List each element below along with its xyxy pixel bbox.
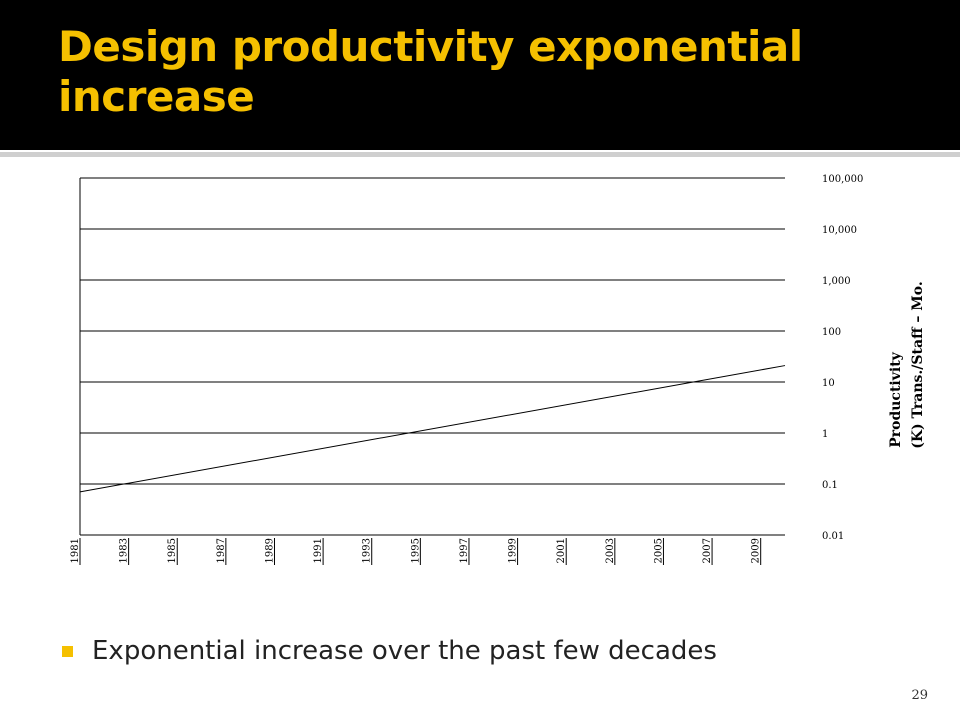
y-tick-label: 0.1 — [822, 480, 838, 491]
bullet-square-icon — [62, 645, 73, 657]
x-axis-tick-labels: 1981 1983 1985 1987 1989 1991 1993 1995 1997 1999… — [70, 538, 762, 565]
y-axis-title-line1: Productivity — [888, 351, 904, 447]
productivity-series-line — [79, 365, 786, 493]
x-tick-label: 2005 — [653, 538, 664, 563]
x-tick-label: 2007 — [702, 538, 713, 563]
x-tick-label: 1993 — [362, 538, 373, 563]
y-axis-tick-labels: 0.01 0.1 1 10 100 1,000 10,000 100,000 — [822, 174, 863, 542]
y-tick-label: 100,000 — [822, 174, 863, 185]
gridlines — [80, 177, 785, 536]
x-tick-label: 2001 — [556, 538, 567, 563]
y-axis-title-line2: (K) Trans./Staff – Mo. — [910, 281, 926, 449]
x-tick-label: 1985 — [167, 538, 178, 563]
x-tick-label: 1981 — [70, 538, 81, 563]
x-tick-label: 1991 — [313, 538, 324, 563]
bullet-text: Exponential increase over the past few d… — [92, 636, 717, 666]
bullet-item: Exponential increase over the past few d… — [62, 636, 717, 666]
x-tick-label: 2009 — [751, 538, 762, 563]
x-tick-label: 1995 — [410, 538, 421, 563]
slide-number: 29 — [911, 688, 928, 703]
y-tick-label: 10 — [822, 378, 835, 389]
y-tick-label: 100 — [822, 327, 841, 338]
y-tick-label: 1 — [822, 429, 828, 440]
x-tick-label: 1987 — [216, 538, 227, 563]
x-tick-label: 1999 — [508, 538, 519, 563]
x-tick-label: 1997 — [459, 538, 470, 563]
y-tick-label: 10,000 — [822, 225, 857, 236]
y-tick-label: 0.01 — [822, 531, 844, 542]
y-tick-label: 1,000 — [822, 276, 851, 287]
productivity-chart: 0.01 0.1 1 10 100 1,000 10,000 100,000 1981 1983… — [70, 174, 926, 565]
x-tick-label: 2003 — [605, 538, 616, 563]
x-tick-label: 1983 — [119, 538, 130, 563]
title-divider — [0, 152, 960, 157]
title-bar — [0, 0, 960, 150]
x-tick-label: 1989 — [264, 538, 275, 563]
slide-title: Design productivity exponential increase — [58, 22, 803, 121]
y-axis-title: Productivity (K) Trans./Staff – Mo. — [888, 281, 926, 449]
